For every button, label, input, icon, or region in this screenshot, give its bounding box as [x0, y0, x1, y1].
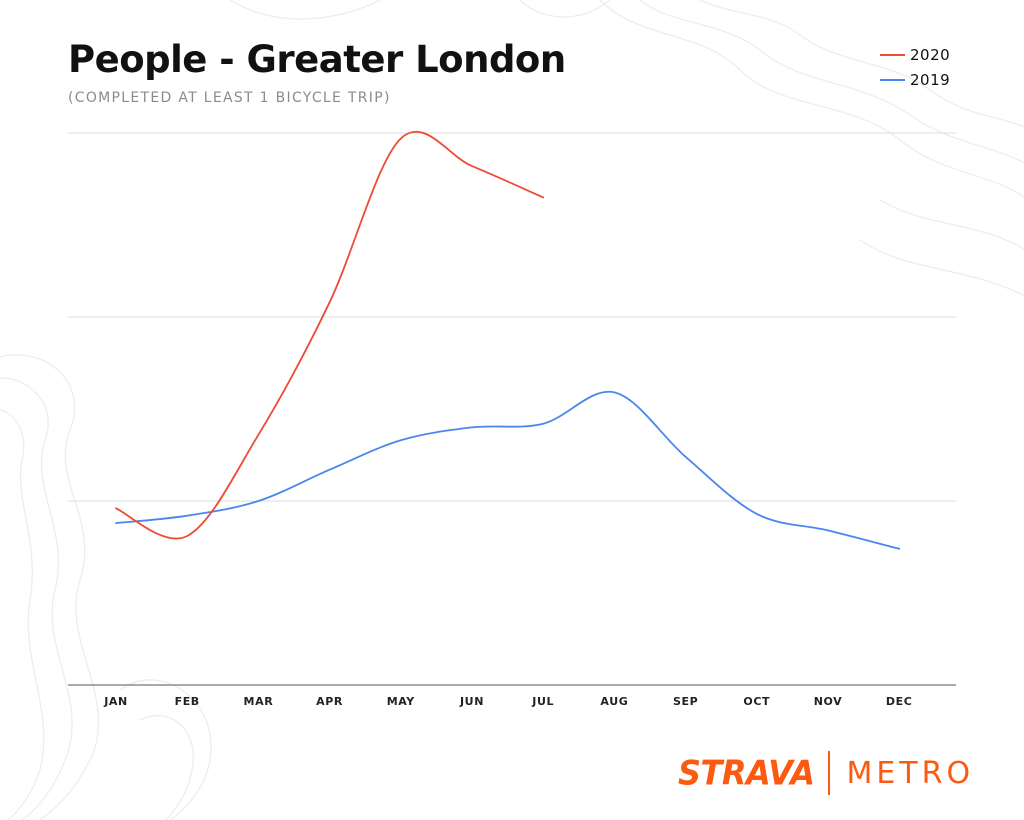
legend-item-2019: 2019	[880, 67, 990, 92]
series-lines	[115, 130, 901, 550]
line-chart: JAN FEB MAR APR MAY JUN JUL AUG SEP OCT NOV DEC	[68, 130, 956, 708]
x-tick-label-feb: FEB	[175, 695, 200, 708]
x-tick-label-oct: OCT	[743, 695, 770, 708]
x-tick-label-dec: DEC	[886, 695, 913, 708]
x-tick-label-nov: NOV	[814, 695, 843, 708]
x-tick-label-mar: MAR	[244, 695, 274, 708]
legend-swatch-2020	[880, 53, 905, 56]
series-line-2020	[115, 130, 545, 540]
x-tick-label-jun: JUN	[459, 695, 484, 708]
legend-label-2020: 2020	[910, 45, 951, 64]
x-tick-label-jan: JAN	[103, 695, 128, 708]
x-tick-label-apr: APR	[316, 695, 343, 708]
logo-divider	[828, 751, 831, 795]
legend-label-2019: 2019	[910, 70, 951, 89]
x-tick-label-sep: SEP	[673, 695, 698, 708]
chart-title: People - Greater London	[68, 38, 566, 81]
series-line-2019	[115, 390, 901, 550]
logo-product-text: METRO	[846, 755, 975, 791]
x-tick-label-jul: JUL	[531, 695, 554, 708]
logo-brand-text: STRAVA	[678, 753, 815, 793]
x-tick-label-may: MAY	[387, 695, 416, 708]
chart-subtitle: (COMPLETED AT LEAST 1 BICYCLE TRIP)	[68, 90, 391, 106]
chart-legend: 2020 2019	[880, 42, 990, 92]
x-tick-label-aug: AUG	[600, 695, 628, 708]
legend-swatch-2019	[880, 78, 905, 81]
gridlines	[68, 132, 956, 502]
strava-metro-logo: STRAVA METRO	[678, 748, 974, 798]
x-axis: JAN FEB MAR APR MAY JUN JUL AUG SEP OCT NOV DEC	[68, 684, 956, 708]
legend-item-2020: 2020	[880, 42, 990, 67]
